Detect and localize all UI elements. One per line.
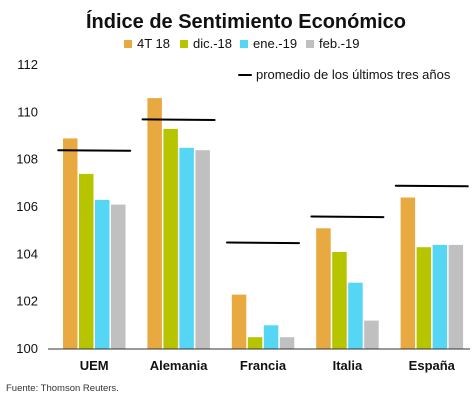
legend-label: ene.-19 <box>253 36 297 51</box>
chart-title: Índice de Sentimiento Económico <box>86 10 406 33</box>
bar <box>111 204 126 349</box>
bar <box>247 337 263 349</box>
bar <box>316 228 331 349</box>
legend-swatch <box>240 40 248 48</box>
y-tick-label: 104 <box>16 246 38 261</box>
x-axis: UEM Alemania Francia Italia España <box>48 348 470 373</box>
bar <box>147 98 162 349</box>
average-legend: promedio de los últimos tres años <box>238 67 451 82</box>
y-tick-label: 106 <box>16 199 38 214</box>
category-label: Francia <box>240 358 287 373</box>
bar <box>448 244 464 349</box>
average-line <box>394 184 469 188</box>
bar <box>263 325 279 349</box>
legend-swatch <box>306 40 314 48</box>
bars <box>63 98 464 349</box>
average-legend-label: promedio de los últimos tres años <box>256 67 451 82</box>
bar <box>416 247 432 349</box>
bar <box>95 199 110 349</box>
source-note: Fuente: Thomson Reuters. <box>6 383 119 394</box>
bar <box>432 244 448 349</box>
y-tick-label: 110 <box>17 104 38 119</box>
average-line <box>310 215 385 219</box>
legend-label: dic.-18 <box>193 36 232 51</box>
y-tick-label: 102 <box>16 294 38 309</box>
legend-label: 4T 18 <box>137 36 170 51</box>
average-line <box>57 149 132 152</box>
bar <box>279 337 295 349</box>
bar <box>195 150 210 349</box>
legend: 4T 18 dic.-18 ene.-19 feb.-19 <box>124 36 359 51</box>
bar <box>364 320 379 349</box>
category-label: España <box>409 358 456 373</box>
bar <box>63 138 78 349</box>
average-line <box>226 241 300 245</box>
legend-swatch <box>124 40 132 48</box>
category-label: UEM <box>80 358 109 373</box>
legend-label: feb.-19 <box>319 36 359 51</box>
category-label: Italia <box>333 358 363 373</box>
bar <box>332 252 347 349</box>
legend-swatch <box>180 40 188 48</box>
y-tick-label: 108 <box>16 152 38 167</box>
bar <box>163 128 178 349</box>
y-tick-label: 112 <box>17 57 38 72</box>
bar <box>79 173 94 349</box>
category-label: Alemania <box>150 358 209 373</box>
bar <box>179 147 194 349</box>
y-axis: 100 102 104 106 108 110 112 <box>16 57 38 356</box>
average-line <box>141 118 216 121</box>
average-lines <box>57 118 469 245</box>
bar <box>348 282 363 349</box>
y-tick-label: 100 <box>16 341 38 356</box>
bar <box>400 197 416 349</box>
bar <box>231 294 247 349</box>
